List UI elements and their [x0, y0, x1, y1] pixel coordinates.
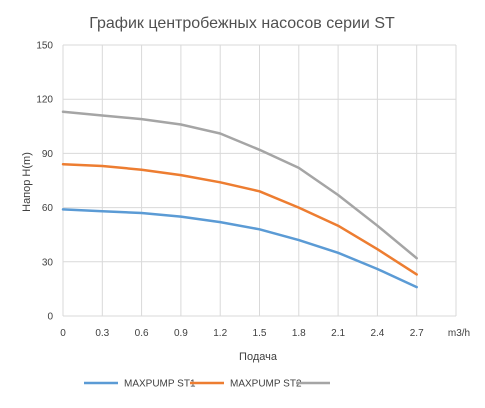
x-tick-labels: 0 0.3 0.6 0.9 1.2 1.5 1.8 2.1 2.4 2.7 — [60, 328, 424, 339]
legend-label-2: MAXPUMP ST2 — [230, 379, 302, 390]
y-tick-label: 90 — [42, 149, 54, 160]
x-tick-label: 1.2 — [213, 328, 227, 339]
x-axis-title: Подача — [239, 351, 278, 363]
series-layer — [61, 110, 418, 289]
legend: MAXPUMP ST1 MAXPUMP ST2 — [84, 379, 330, 390]
y-tick-label: 30 — [42, 257, 54, 268]
series-line-3 — [61, 110, 418, 260]
x-tick-label: 2.4 — [370, 328, 384, 339]
y-tick-label: 120 — [36, 95, 53, 106]
x-tick-label: 0.3 — [95, 328, 109, 339]
series-line-2 — [61, 162, 418, 276]
x-tick-label: 1.5 — [253, 328, 267, 339]
series-line-1 — [61, 208, 418, 289]
y-tick-label: 60 — [42, 203, 54, 214]
grid — [62, 44, 457, 317]
x-tick-label: 2.7 — [410, 328, 424, 339]
chart-title: График центробежных насосов серии ST — [89, 15, 395, 32]
y-tick-label: 150 — [36, 41, 53, 52]
x-tick-label: 0.9 — [174, 328, 188, 339]
y-tick-label: 0 — [47, 312, 53, 323]
y-tick-labels: 0 30 60 90 120 150 — [36, 41, 53, 323]
x-tick-label: 2.1 — [331, 328, 345, 339]
x-tick-label: 0 — [60, 328, 66, 339]
x-tick-label: 0.6 — [135, 328, 149, 339]
x-tick-label: 1.8 — [292, 328, 306, 339]
x-unit-label: m3/h — [448, 328, 470, 339]
y-axis-title: Напор H(m) — [21, 152, 33, 212]
legend-label-1: MAXPUMP ST1 — [124, 379, 196, 390]
